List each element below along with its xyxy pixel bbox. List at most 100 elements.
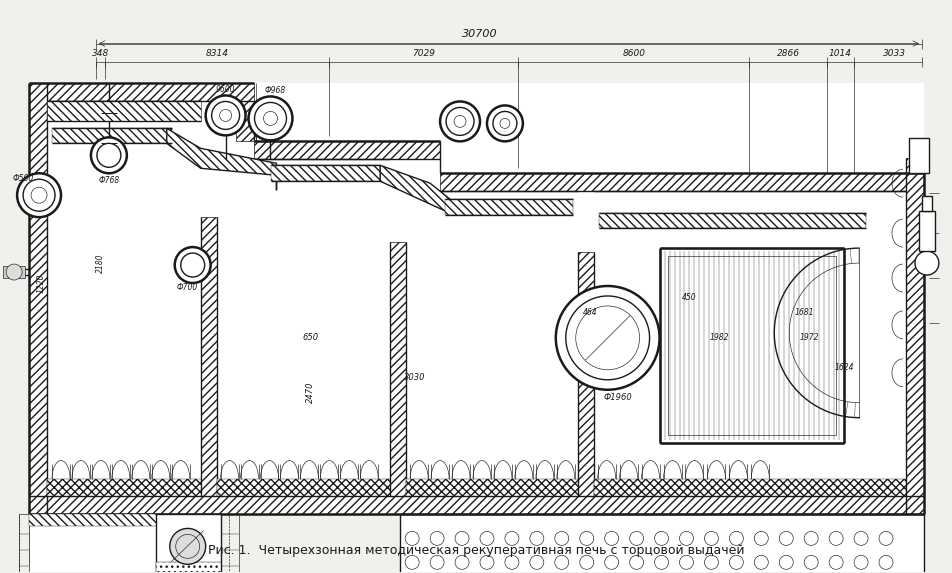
Text: 464: 464: [583, 308, 597, 317]
Circle shape: [530, 555, 544, 570]
Text: 2470: 2470: [306, 382, 315, 403]
Text: 1972: 1972: [800, 333, 819, 343]
Bar: [271, 165, 380, 181]
Bar: [390, 242, 407, 496]
Bar: [19, 515, 239, 573]
Bar: [440, 173, 906, 191]
Circle shape: [406, 555, 419, 570]
Circle shape: [455, 531, 469, 545]
Bar: [407, 478, 578, 496]
Circle shape: [169, 528, 206, 564]
Text: Ф1960: Ф1960: [604, 393, 632, 402]
Circle shape: [440, 101, 480, 142]
Bar: [156, 515, 221, 573]
Bar: [30, 515, 169, 527]
Bar: [30, 515, 169, 573]
Text: 1982: 1982: [709, 333, 729, 343]
Text: 1624: 1624: [834, 363, 854, 372]
Bar: [3, 266, 25, 278]
Circle shape: [704, 531, 719, 545]
Circle shape: [206, 96, 246, 135]
Circle shape: [17, 173, 61, 217]
Circle shape: [915, 251, 939, 275]
Circle shape: [91, 138, 127, 173]
Text: 1681: 1681: [795, 308, 814, 317]
Text: 2180: 2180: [96, 253, 106, 273]
Circle shape: [854, 555, 868, 570]
Circle shape: [729, 531, 744, 545]
Circle shape: [406, 531, 419, 545]
Text: Ф768: Ф768: [98, 176, 120, 185]
Polygon shape: [167, 128, 276, 190]
Text: Ф700: Ф700: [177, 284, 198, 292]
Bar: [47, 84, 253, 101]
Bar: [30, 515, 204, 564]
Circle shape: [446, 107, 474, 135]
Bar: [922, 196, 932, 211]
Circle shape: [854, 531, 868, 545]
Circle shape: [493, 111, 517, 135]
Circle shape: [780, 531, 793, 545]
Bar: [47, 478, 201, 496]
Text: 3033: 3033: [883, 49, 906, 58]
Circle shape: [655, 555, 668, 570]
Bar: [30, 84, 923, 515]
Bar: [919, 211, 935, 251]
Text: 8600: 8600: [623, 49, 645, 58]
Bar: [909, 138, 929, 173]
Circle shape: [680, 531, 693, 545]
Bar: [446, 199, 573, 215]
Circle shape: [804, 555, 818, 570]
Circle shape: [565, 296, 649, 380]
Circle shape: [556, 286, 660, 390]
Bar: [400, 515, 923, 573]
Circle shape: [181, 253, 205, 277]
Bar: [30, 496, 923, 515]
Circle shape: [97, 143, 121, 167]
Text: 1220: 1220: [36, 273, 46, 293]
Text: 450: 450: [683, 293, 697, 303]
Bar: [52, 128, 171, 143]
Circle shape: [605, 531, 619, 545]
Circle shape: [430, 531, 444, 545]
Bar: [660, 248, 844, 442]
Circle shape: [211, 101, 240, 129]
Text: 2866: 2866: [777, 49, 800, 58]
Text: 650: 650: [303, 333, 319, 343]
Circle shape: [680, 555, 693, 570]
Circle shape: [829, 531, 843, 545]
Circle shape: [254, 103, 287, 135]
Text: 9600: 9600: [216, 85, 235, 94]
Circle shape: [879, 555, 893, 570]
Circle shape: [754, 555, 768, 570]
Circle shape: [505, 555, 519, 570]
Circle shape: [530, 531, 544, 545]
Text: Ф968: Ф968: [265, 86, 287, 95]
Circle shape: [248, 96, 292, 140]
Circle shape: [729, 555, 744, 570]
Circle shape: [629, 531, 644, 545]
Circle shape: [879, 531, 893, 545]
Circle shape: [605, 555, 619, 570]
Text: 8314: 8314: [206, 49, 228, 58]
Text: 30700: 30700: [462, 29, 498, 38]
Bar: [599, 213, 866, 228]
Bar: [30, 84, 47, 515]
Circle shape: [430, 555, 444, 570]
Bar: [47, 101, 201, 121]
Bar: [578, 252, 594, 496]
Text: Рис. 1.  Четырехзонная методическая рекуперативная печь с торцовой выдачей: Рис. 1. Четырехзонная методическая рекуп…: [208, 544, 744, 557]
Circle shape: [655, 531, 668, 545]
Bar: [217, 478, 390, 496]
Circle shape: [487, 105, 523, 142]
Circle shape: [580, 555, 594, 570]
Circle shape: [629, 555, 644, 570]
Circle shape: [704, 555, 719, 570]
Bar: [906, 158, 923, 515]
Circle shape: [175, 247, 210, 283]
Circle shape: [23, 179, 55, 211]
Text: 3030: 3030: [405, 373, 426, 382]
Circle shape: [6, 264, 22, 280]
Circle shape: [555, 531, 568, 545]
Circle shape: [580, 531, 594, 545]
